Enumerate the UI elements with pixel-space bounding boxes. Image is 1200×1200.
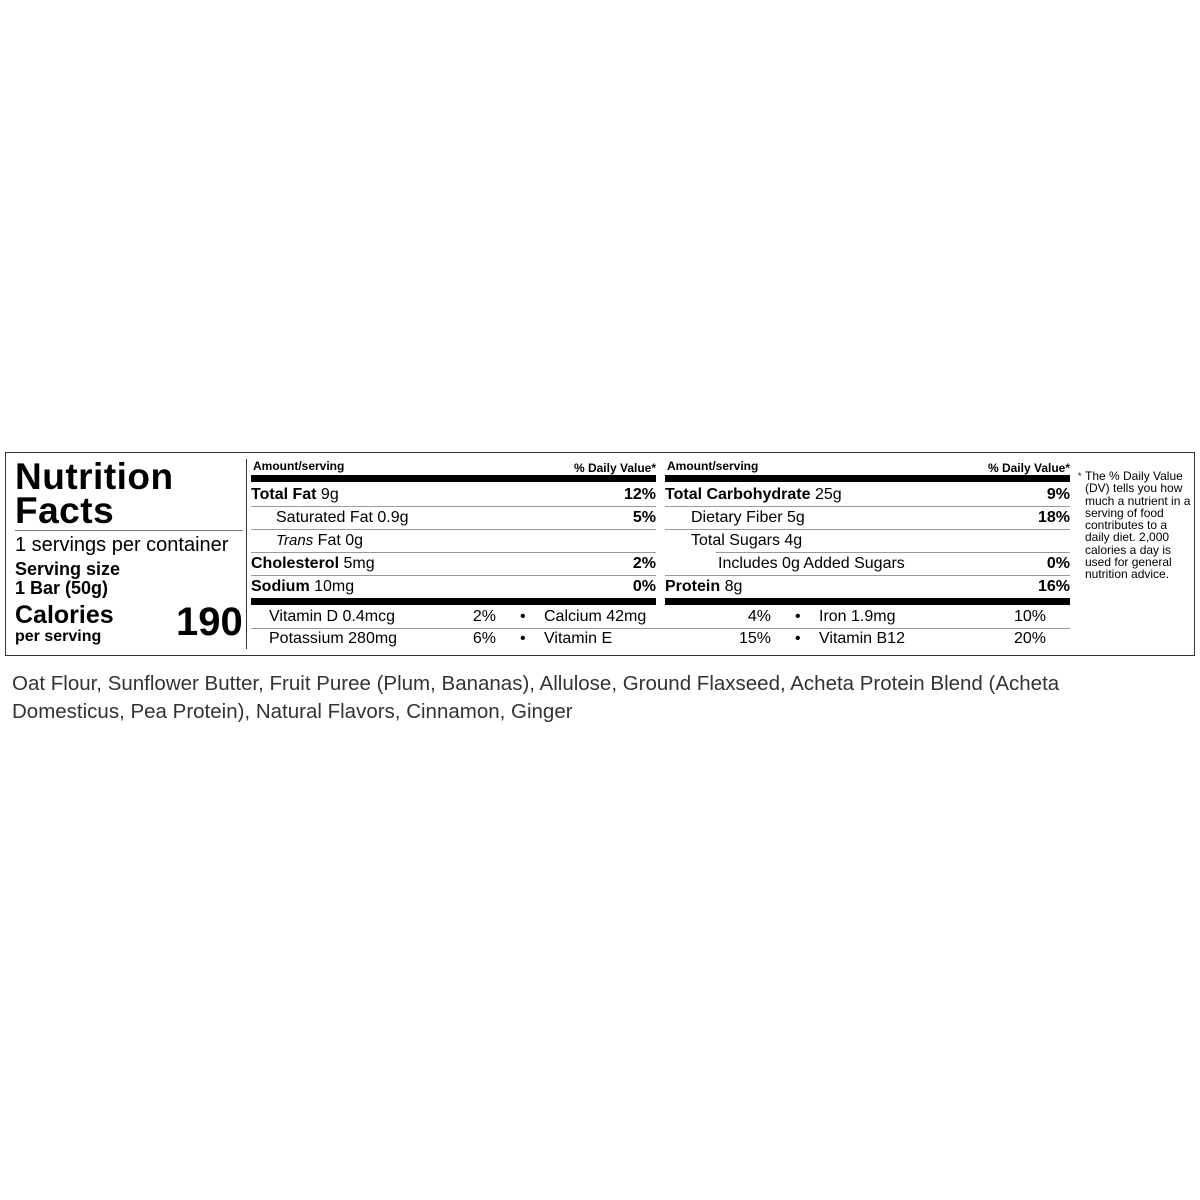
footnote-asterisk: * [1078,471,1082,481]
serving-size-value: 1 Bar (50g) [15,578,109,598]
row-trans-fat: Trans Fat 0g [276,532,364,549]
dv-header-2: % Daily Value* [987,461,1070,475]
dv-header: % Daily Value* [573,461,656,475]
calories-value: 190 [176,600,243,644]
row-total-sugars: Total Sugars 4g [691,532,803,549]
row-added-sugars: Includes 0g Added Sugars 0% [718,555,1070,572]
calories-sub: per serving [15,628,102,645]
thick-bar [251,475,656,482]
nutrition-facts-label: Nutrition Facts 1 servings per container… [5,452,1195,656]
row-protein: Protein 8g 16% [665,578,1070,595]
title-line2: Facts [15,490,115,531]
row-saturated-fat: Saturated Fat 0.9g 5% [276,509,656,526]
row-total-carbohydrate: Total Carbohydrate 25g 9% [665,486,1070,503]
column-divider [246,459,247,649]
serving-size-label: Serving size [15,559,121,579]
title-line1: Nutrition [15,456,174,497]
amount-header: Amount/serving [253,459,345,473]
divider [15,530,243,531]
calories-label: Calories [15,601,114,629]
servings-per-container: 1 servings per container [15,534,229,556]
amount-header-2: Amount/serving [667,459,759,473]
ingredients-text: Oat Flour, Sunflower Butter, Fruit Puree… [12,672,1060,723]
footnote: The % Daily Value (DV) tells you how muc… [1085,469,1191,582]
row-cholesterol: Cholesterol 5mg 2% [251,555,656,572]
row-total-fat: Total Fat 9g 12% [251,486,656,503]
row-sodium: Sodium 10mg 0% [251,578,656,595]
row-dietary-fiber: Dietary Fiber 5g 18% [691,509,1070,526]
